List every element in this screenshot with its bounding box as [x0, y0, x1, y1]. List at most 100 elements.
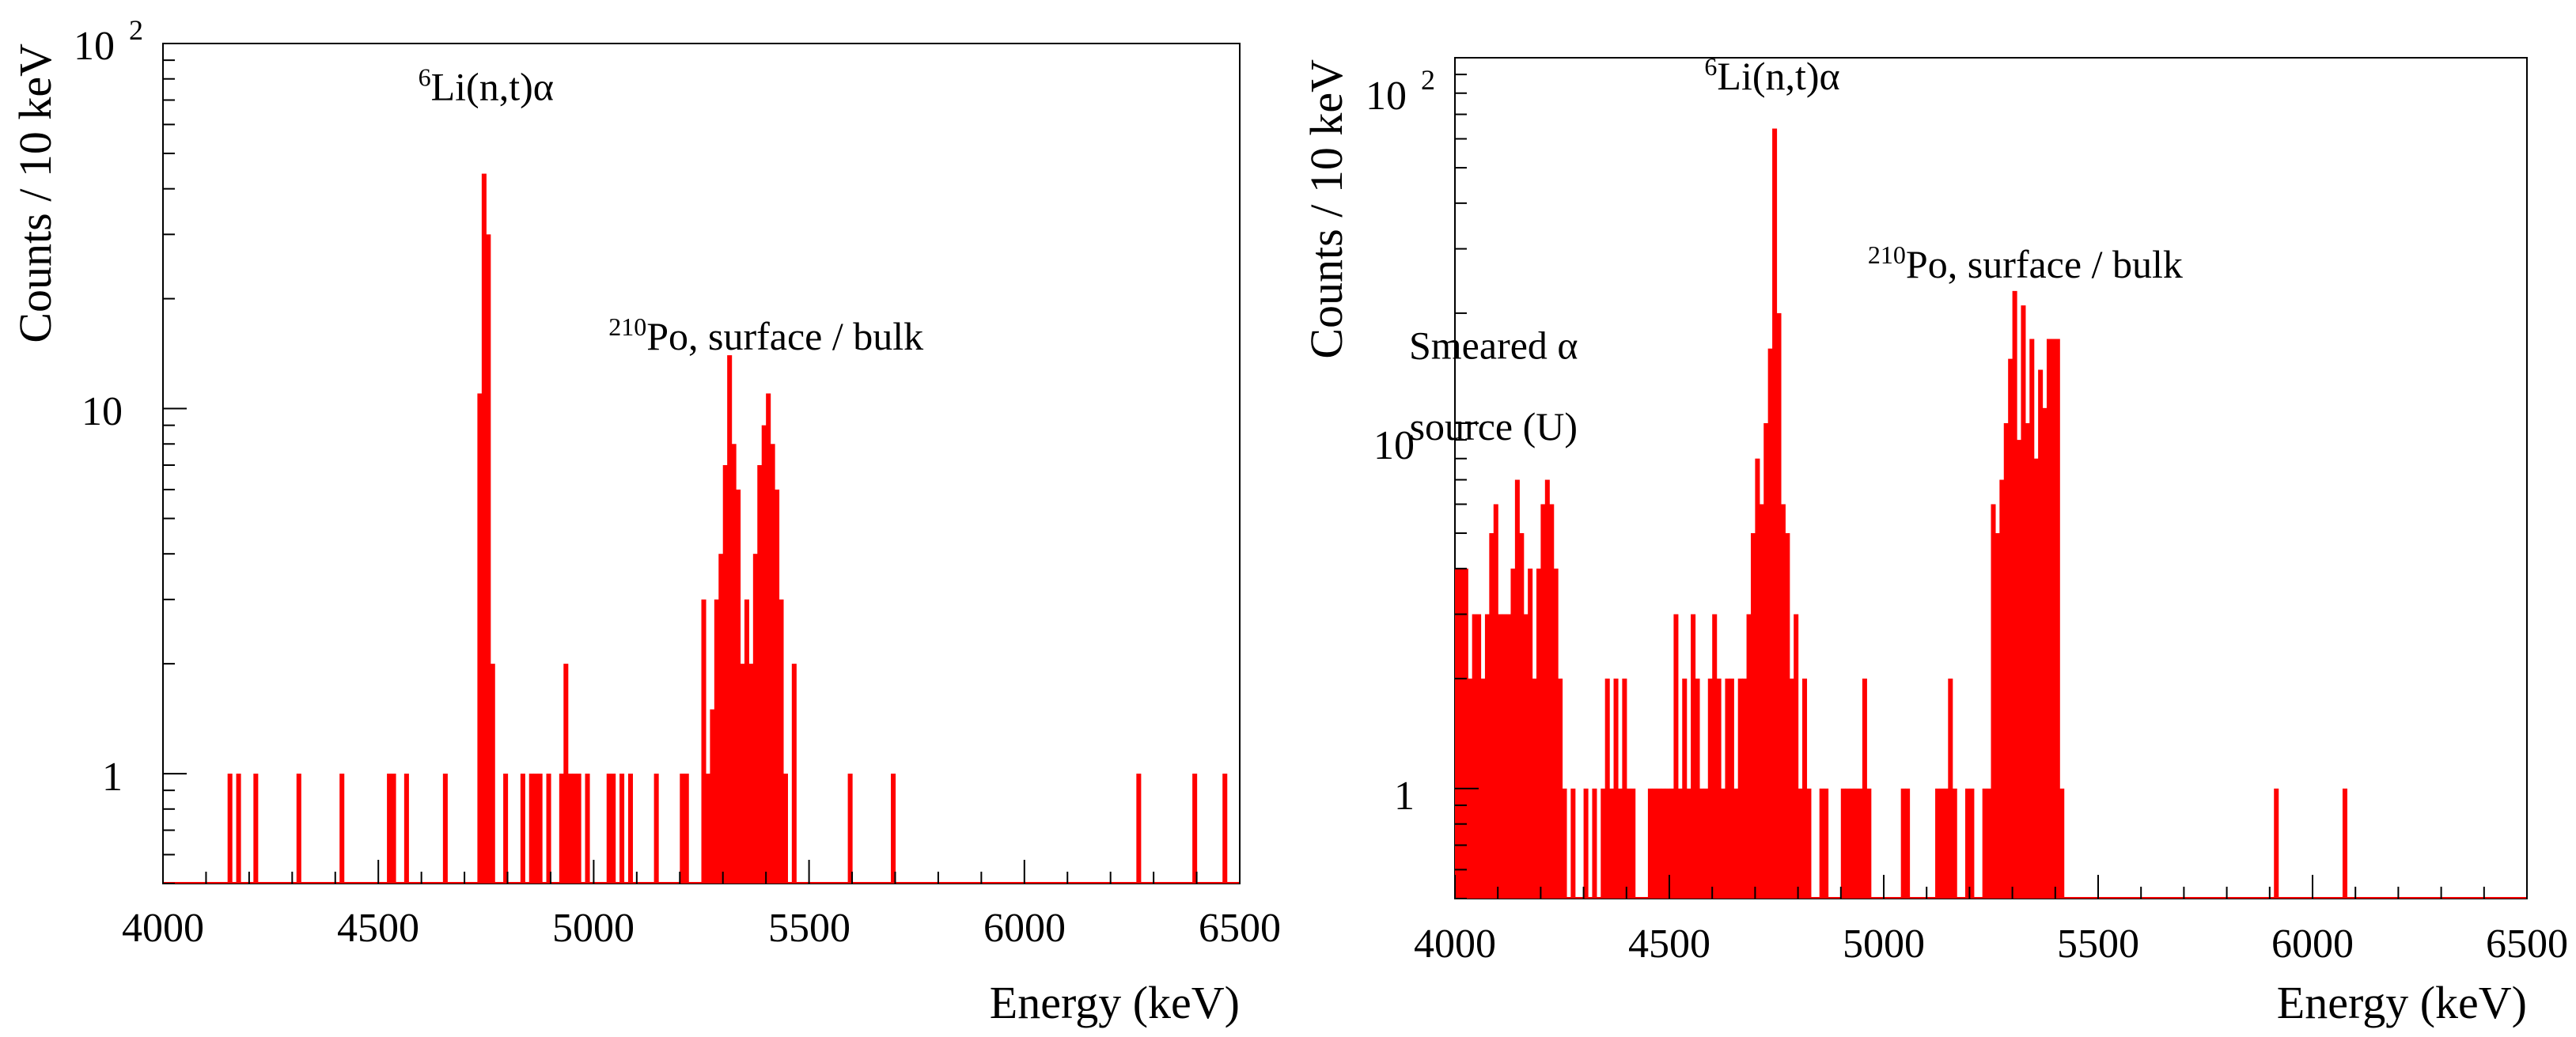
- histogram-bar: [757, 465, 763, 884]
- histogram-bar: [1677, 788, 1683, 899]
- histogram-bar: [1858, 788, 1863, 899]
- histogram-bar: [1673, 614, 1679, 899]
- histogram-bar: [1969, 788, 1975, 899]
- histogram-bar: [1737, 678, 1743, 899]
- histogram-bar: [627, 774, 633, 884]
- x-tick-label: 6000: [2271, 922, 2354, 967]
- histogram-bar: [1519, 533, 1525, 899]
- annotation-po-peak: 210Po, surface / bulk: [1868, 240, 2183, 286]
- histogram-bar: [1493, 504, 1498, 899]
- histogram-bar: [770, 444, 775, 884]
- histogram-bar: [744, 599, 749, 884]
- histogram-bar: [2274, 788, 2279, 899]
- histogram-bar: [1845, 788, 1851, 899]
- histogram-bar: [1523, 614, 1529, 899]
- histogram-bar: [1686, 788, 1691, 899]
- histogram-bar: [761, 425, 767, 884]
- histogram-bar: [775, 489, 780, 884]
- x-tick-labels: 4000 4500 5000 5500 6000 6500: [122, 906, 1281, 951]
- histogram-bar: [546, 774, 551, 884]
- bar-series: [163, 173, 1240, 884]
- histogram-bar: [1510, 568, 1516, 899]
- x-tick-label: 6500: [1199, 906, 1281, 951]
- histogram-bar: [339, 774, 345, 884]
- histogram-bar: [537, 774, 543, 884]
- histogram-bar: [778, 599, 784, 884]
- histogram-bar: [1729, 678, 1734, 899]
- histogram-bar: [1725, 678, 1730, 899]
- histogram-bar: [490, 664, 495, 884]
- annotation-sup: 6: [419, 63, 431, 92]
- histogram-bar: [1952, 788, 1957, 899]
- histogram-bar: [1562, 788, 1567, 899]
- histogram-bar: [1982, 788, 1987, 899]
- histogram-bar: [2342, 788, 2347, 899]
- histogram-bar: [1905, 788, 1911, 899]
- histogram-bar: [1222, 774, 1228, 884]
- histogram-bar: [2059, 788, 2065, 899]
- histogram-bar: [619, 774, 625, 884]
- annotation-li-peak: 6Li(n,t)α: [1704, 52, 1839, 98]
- histogram-bar: [1583, 788, 1589, 899]
- histogram-bar: [1609, 788, 1615, 899]
- histogram-bar: [1553, 568, 1559, 899]
- histogram-bar: [1862, 678, 1867, 899]
- histogram-bar: [1991, 504, 1996, 899]
- histogram-bar: [2042, 407, 2048, 899]
- bar-series: [1455, 128, 2527, 899]
- annotation-text: Po, surface / bulk: [1906, 242, 2183, 286]
- histogram-bar: [1532, 678, 1537, 899]
- histogram-bar: [1528, 568, 1533, 899]
- histogram-bar: [1484, 614, 1490, 899]
- histogram-bar: [1806, 788, 1812, 899]
- histogram-bar: [1999, 479, 2005, 899]
- histogram-bar: [1592, 788, 1597, 899]
- annotation-text: Smeared α: [1409, 324, 1578, 368]
- y-axis-label: Counts / 10 keV: [1301, 59, 1352, 359]
- histogram-bar: [1695, 678, 1700, 899]
- axis-ticks: [162, 59, 1241, 884]
- y-tick-label: 10: [1373, 423, 1415, 468]
- histogram-bar: [227, 774, 233, 884]
- y-tick-exponent: 2: [1421, 64, 1435, 96]
- histogram-bar: [559, 774, 564, 884]
- histogram-bar: [1995, 533, 2000, 899]
- histogram-bar: [710, 709, 715, 884]
- histogram-bar: [1136, 774, 1142, 884]
- histogram-bar: [1763, 422, 1769, 899]
- y-tick-label: 10: [81, 389, 123, 434]
- histogram-bar: [731, 444, 737, 884]
- y-tick-label: 1: [102, 755, 123, 800]
- histogram-bar: [1755, 458, 1760, 899]
- histogram-bar: [1604, 678, 1610, 899]
- annotation-smeared: Smeared α: [1409, 324, 1578, 368]
- histogram-bar: [1540, 504, 1546, 899]
- histogram-bar: [2025, 422, 2030, 899]
- histogram-bar: [403, 774, 409, 884]
- x-tick-label: 4000: [1414, 922, 1496, 967]
- annotation-text: source (U): [1410, 404, 1578, 448]
- histogram-bar: [1819, 788, 1824, 899]
- annotation-sup: 210: [1868, 240, 1906, 269]
- x-tick-labels: 4000 4500 5000 5500 6000 6500: [1414, 922, 2568, 967]
- histogram-bar: [1613, 678, 1619, 899]
- histogram-bar: [2046, 339, 2051, 899]
- histogram-bar: [1544, 479, 1550, 899]
- histogram-bar: [782, 774, 788, 884]
- histogram-bar: [1759, 504, 1764, 899]
- x-axis-label: Energy (keV): [2277, 977, 2527, 1028]
- histogram-bar: [1746, 614, 1752, 899]
- histogram-bar: [740, 664, 745, 884]
- chart-left: 4000 4500 5000 5500 6000 6500 1 10 10 2 …: [9, 14, 1281, 1028]
- histogram-bar: [1943, 788, 1949, 899]
- histogram-bar: [684, 774, 689, 884]
- y-axis-label: Counts / 10 keV: [9, 44, 61, 343]
- histogram-bar: [653, 774, 659, 884]
- x-tick-label: 6500: [2486, 922, 2568, 967]
- histogram-bar: [1707, 678, 1713, 899]
- histogram-bar: [236, 774, 241, 884]
- histogram-bar: [1476, 614, 1482, 899]
- x-tick-label: 4500: [1628, 922, 1710, 967]
- histogram-bar: [766, 393, 771, 884]
